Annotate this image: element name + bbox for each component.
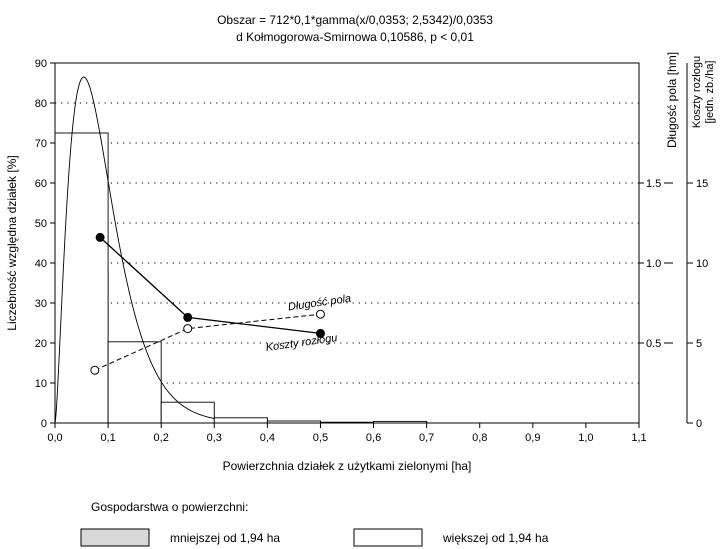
rozlog-costs-point-0 — [95, 232, 105, 242]
rozlog-costs-line — [99, 236, 321, 335]
y3-axis-label-line2: [jedn. zb./ha] — [704, 61, 716, 124]
bars-larger-farms — [54, 132, 428, 424]
x-tick-label-0: 0,0 — [47, 432, 62, 444]
y-tick-label-0: 0 — [41, 418, 47, 430]
y3-axis-label-line1: Koszty rozłogu — [691, 56, 703, 128]
y-tick-label-2: 20 — [35, 338, 47, 350]
x-tick-label-6: 0,6 — [366, 432, 381, 444]
x-tick-label-2: 0,2 — [154, 432, 169, 444]
rozlog-costs-annotation: Koszty rozłogu — [265, 332, 338, 354]
y-tick-label-9: 90 — [35, 58, 47, 70]
x-tick-label-11: 1,1 — [631, 432, 646, 444]
y3-axis-ticks: 0 5 10 15 — [687, 178, 708, 430]
legend-title: Gospodarstwa o powierzchni: — [91, 500, 248, 514]
rozlog-costs-point-1 — [183, 312, 193, 322]
x-tick-label-5: 0,5 — [313, 432, 328, 444]
grid-lines — [55, 102, 639, 384]
x-axis-label: Powierzchnia działek z użytkami zielonym… — [223, 459, 472, 473]
y2-tick-label-0: 0.5 — [646, 338, 661, 350]
legend-label-smaller: mniejszej od 1,94 ha — [170, 531, 280, 545]
x-tick-label-3: 0,3 — [207, 432, 222, 444]
bar-white-3 — [213, 417, 268, 424]
y3-tick-label-0: 0 — [696, 418, 702, 430]
field-length-line — [94, 313, 321, 371]
y-tick-label-7: 70 — [35, 138, 47, 150]
y-axis-ticks: 0 10 20 30 40 50 60 70 80 90 — [35, 58, 55, 430]
x-tick-label-8: 0,8 — [472, 432, 487, 444]
y-tick-label-3: 30 — [35, 298, 47, 310]
rozlog-costs-point-2 — [315, 328, 325, 338]
y-tick-label-1: 10 — [35, 378, 47, 390]
line-series — [90, 232, 325, 375]
y3-tick-label-2: 10 — [696, 258, 708, 270]
bar-white-2 — [160, 401, 215, 424]
x-tick-label-10: 1,0 — [578, 432, 593, 444]
y-tick-label-5: 50 — [35, 218, 47, 230]
field-length-point-1 — [183, 324, 193, 334]
field-length-point-2 — [315, 309, 325, 319]
chart-title-line1: Obszar = 712*0,1*gamma(x/0,0353; 2,5342)… — [217, 13, 493, 27]
y-tick-label-8: 80 — [35, 98, 47, 110]
x-tick-label-7: 0,7 — [419, 432, 434, 444]
x-tick-label-9: 0,9 — [525, 432, 540, 444]
legend-swatch-larger — [353, 528, 423, 547]
x-tick-label-1: 0,1 — [100, 432, 115, 444]
y2-axis-label: Długość pola [hm] — [665, 52, 679, 148]
y-tick-label-6: 60 — [35, 178, 47, 190]
y-axis-label: Liczebność względna działek [%] — [5, 155, 19, 330]
legend-swatch-smaller — [80, 528, 150, 547]
legend-label-larger: większej od 1,94 ha — [442, 531, 549, 545]
y2-tick-label-2: 1.5 — [646, 178, 661, 190]
bar-white-1 — [107, 341, 162, 424]
y2-axis-ticks: 0.5 1.0 1.5 — [639, 178, 673, 350]
field-length-point-0 — [90, 365, 100, 375]
y3-tick-label-1: 5 — [696, 338, 702, 350]
chart-title-line2: d Kołmogorowa-Smirnowa 0,10586, p < 0,01 — [236, 30, 474, 44]
x-tick-label-4: 0,4 — [260, 432, 275, 444]
x-axis-ticks: 0,0 0,1 0,2 0,3 0,4 0,5 0,6 0,7 0,8 0,9 1,0 1,1 — [47, 423, 647, 444]
y3-tick-label-3: 15 — [696, 178, 708, 190]
y2-tick-label-1: 1.0 — [646, 258, 661, 270]
y-tick-label-4: 40 — [35, 258, 47, 270]
gamma-fit-curve — [54, 76, 215, 422]
